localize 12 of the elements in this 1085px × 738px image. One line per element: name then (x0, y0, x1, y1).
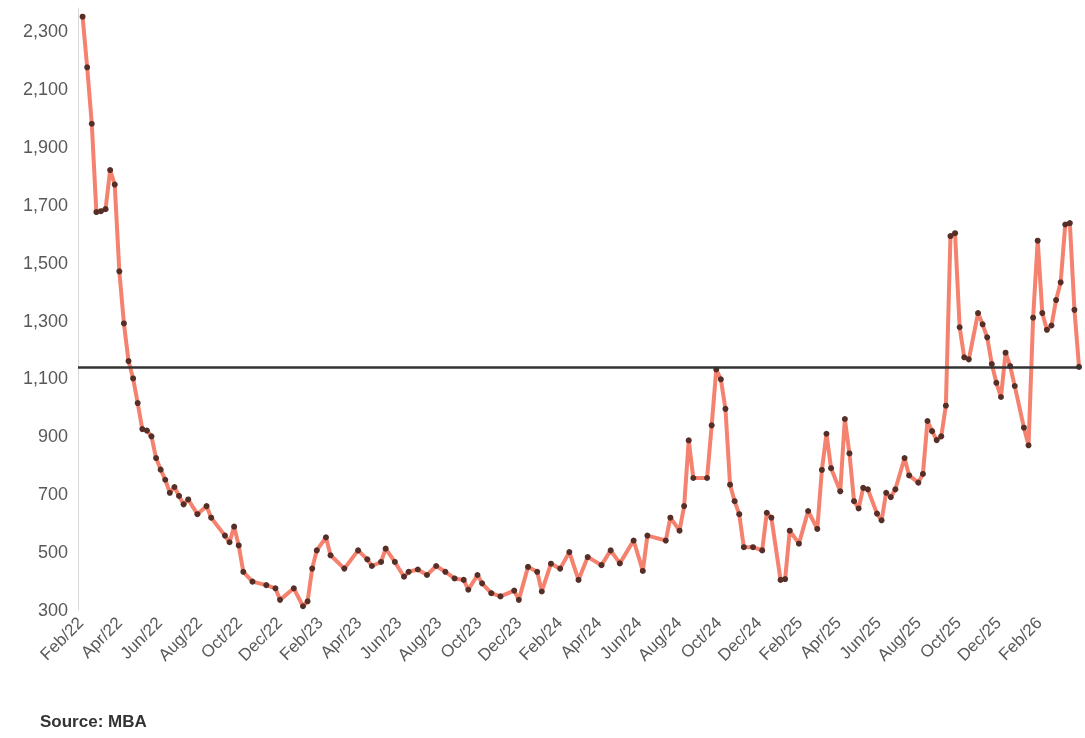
y-tick-label: 1,700 (22, 194, 68, 215)
y-tick-label: 1,900 (22, 136, 68, 157)
source-note: Source: MBA (40, 712, 147, 731)
y-tick-label: 700 (37, 484, 68, 505)
y-tick-label: 900 (37, 426, 68, 447)
y-tick-label: 2,300 (22, 21, 68, 42)
y-tick-label: 1,100 (22, 368, 68, 389)
y-tick-label: 500 (37, 542, 68, 563)
y-tick-label: 2,100 (22, 79, 68, 100)
y-tick-label: 1,300 (22, 310, 68, 331)
y-tick-label: 300 (37, 600, 68, 620)
y-tick-label: 1,500 (22, 252, 68, 273)
